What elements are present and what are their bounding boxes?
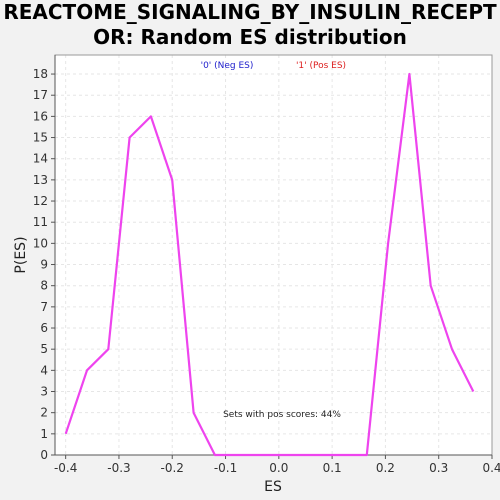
x-tick-label: -0.3 bbox=[107, 461, 130, 475]
x-tick-label: -0.1 bbox=[214, 461, 237, 475]
y-tick-label: 4 bbox=[40, 363, 48, 377]
y-tick-label: 10 bbox=[33, 236, 48, 250]
y-tick-label: 17 bbox=[33, 88, 48, 102]
es-distribution-line bbox=[64, 72, 475, 457]
chart-title-line-2: OR: Random ES distribution bbox=[93, 25, 407, 49]
y-tick-label: 11 bbox=[33, 215, 48, 229]
y-tick-label: 12 bbox=[33, 194, 48, 208]
x-tick-label: 0.2 bbox=[376, 461, 395, 475]
plot-area bbox=[55, 55, 492, 455]
y-tick-label: 15 bbox=[33, 131, 48, 145]
legend-pos-es: '1' (Pos ES) bbox=[296, 61, 346, 71]
x-tick-label: 0.0 bbox=[269, 461, 288, 475]
y-tick-label: 14 bbox=[33, 152, 48, 166]
chart-title: REACTOME_SIGNALING_BY_INSULIN_RECEPT OR:… bbox=[0, 0, 500, 50]
y-tick-label: 3 bbox=[40, 385, 48, 399]
pos-score-annotation: Sets with pos scores: 44% bbox=[223, 410, 341, 420]
y-axis-label: P(ES) bbox=[13, 236, 29, 273]
x-tick-label: 0.1 bbox=[323, 461, 342, 475]
legend-neg-es: '0' (Neg ES) bbox=[201, 61, 254, 71]
x-tick-label: 0.4 bbox=[482, 461, 500, 475]
y-tick-label: 2 bbox=[40, 406, 48, 420]
y-tick-label: 5 bbox=[40, 342, 48, 356]
x-tick-label: -0.4 bbox=[54, 461, 77, 475]
x-tick-label: 0.3 bbox=[429, 461, 448, 475]
y-tick-label: 16 bbox=[33, 109, 48, 123]
y-tick-label: 1 bbox=[40, 427, 48, 441]
y-tick-label: 13 bbox=[33, 173, 48, 187]
x-tick-label: -0.2 bbox=[161, 461, 184, 475]
y-tick-label: 18 bbox=[33, 67, 48, 81]
y-tick-label: 0 bbox=[40, 448, 48, 462]
chart-title-line-1: REACTOME_SIGNALING_BY_INSULIN_RECEPT bbox=[3, 0, 497, 24]
x-axis-label: ES bbox=[264, 479, 282, 495]
y-tick-label: 6 bbox=[40, 321, 48, 335]
y-tick-label: 7 bbox=[40, 300, 48, 314]
y-tick-label: 9 bbox=[40, 258, 48, 272]
y-tick-label: 8 bbox=[40, 279, 48, 293]
x-axis-ticks: -0.4 -0.3 -0.2 -0.1 0.0 0.1 0.2 0.3 0.4 bbox=[54, 455, 500, 475]
series-group bbox=[64, 72, 475, 457]
